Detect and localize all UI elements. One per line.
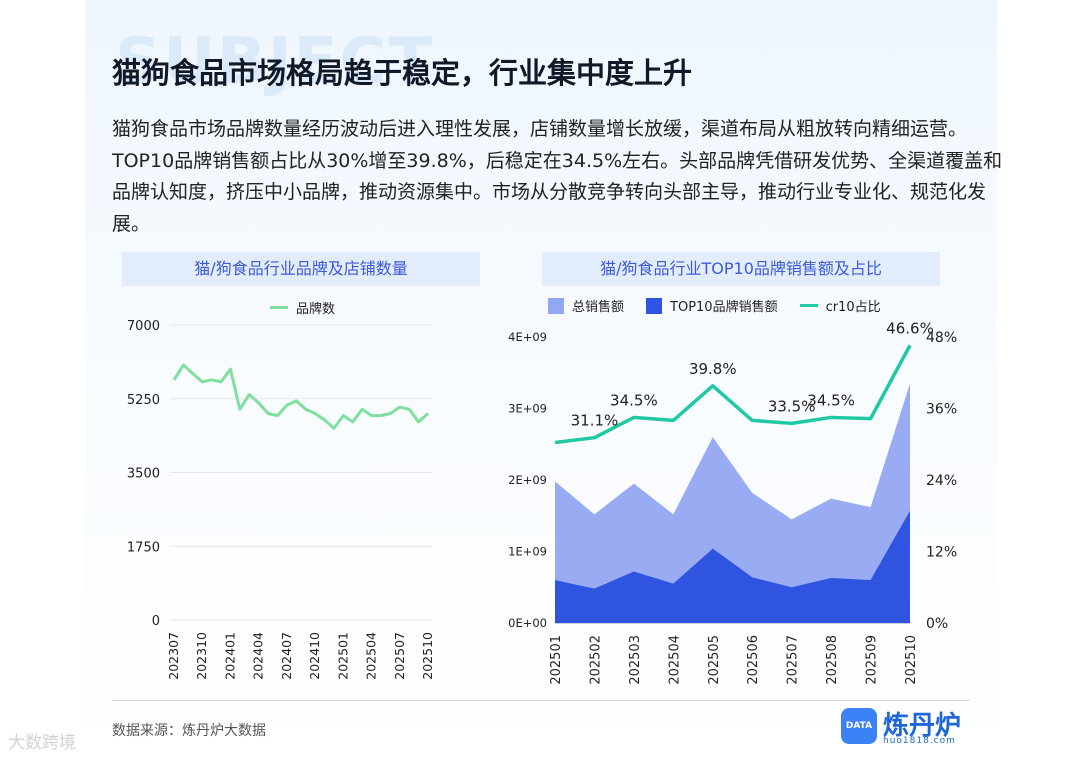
y-tick-label: 1750 — [127, 540, 160, 555]
legend-line-swatch — [270, 306, 288, 309]
y-right-tick-label: 24% — [926, 473, 957, 489]
legend-total-swatch — [548, 297, 564, 314]
logo-url: huo1818.com — [883, 736, 956, 746]
cr10-data-label: 33.5% — [768, 397, 816, 415]
x-tick-label: 202510 — [904, 635, 919, 685]
x-tick-label: 202310 — [194, 632, 209, 680]
x-tick-label: 202510 — [420, 632, 435, 680]
chart1-title: 猫/狗食品行业品牌及店铺数量 — [122, 252, 480, 286]
x-tick-label: 202501 — [549, 635, 564, 685]
legend-label-total: 总销售额 — [572, 300, 625, 315]
legend-label-top10: TOP10品牌销售额 — [670, 300, 778, 315]
legend-label-cr10: cr10占比 — [825, 300, 881, 315]
legend-label: 品牌数 — [296, 302, 336, 317]
chart2-title: 猫/狗食品行业TOP10品牌销售额及占比 — [542, 252, 940, 286]
y-left-tick-label: 0E+00 — [508, 616, 547, 630]
data-source: 数据来源：炼丹炉大数据 — [112, 723, 266, 739]
y-left-tick-label: 4E+09 — [508, 330, 547, 344]
x-tick-label: 202503 — [628, 635, 643, 685]
y-right-tick-label: 12% — [926, 545, 957, 561]
cr10-data-label: 39.8% — [689, 360, 737, 378]
cr10-data-label: 34.5% — [610, 391, 658, 409]
x-tick-label: 202307 — [166, 632, 181, 680]
watermark: 大数跨境 — [8, 733, 76, 753]
top10-sales-area — [555, 510, 910, 623]
x-tick-label: 202501 — [335, 632, 350, 680]
footer-divider — [112, 700, 970, 701]
logo-icon: DATA — [841, 708, 877, 744]
background-word: SUBJECT — [115, 25, 434, 99]
x-tick-label: 202508 — [825, 635, 840, 685]
x-tick-label: 202505 — [707, 635, 722, 685]
page-title: 猫狗食品市场格局趋于稳定，行业集中度上升 — [112, 56, 693, 90]
brand-count-chart: 0 1750 3500 5250 7000 202307 202310 202401 20240… — [127, 319, 435, 680]
report-card — [85, 0, 997, 763]
y-tick-label: 0 — [152, 614, 160, 629]
brand-logo: DATA 炼丹炉 huo1818.com — [841, 708, 962, 746]
x-tick-label: 202509 — [865, 635, 880, 685]
x-tick-label: 202506 — [746, 635, 761, 685]
x-tick-label: 202504 — [364, 632, 379, 680]
y-right-tick-label: 48% — [926, 330, 957, 346]
y-left-tick-label: 2E+09 — [508, 473, 547, 487]
y-right-tick-label: 0% — [926, 616, 948, 632]
x-tick-label: 202504 — [667, 635, 682, 685]
cr10-data-label: 31.1% — [571, 412, 619, 430]
chart2-legend: 总销售额 TOP10品牌销售额 cr10占比 — [548, 296, 881, 315]
y-right-tick-label: 36% — [926, 402, 957, 418]
cr10-data-label: 46.6% — [886, 319, 934, 337]
y-left-tick-label: 3E+09 — [508, 402, 547, 416]
x-tick-label: 202502 — [588, 635, 603, 685]
x-tick-label: 202401 — [222, 632, 237, 680]
x-tick-label: 202507 — [786, 635, 801, 685]
y-tick-label: 5250 — [127, 393, 160, 408]
page-description: 猫狗食品市场品牌数量经历波动后进入理性发展，店铺数量增长放缓，渠道布局从粗放转向… — [112, 118, 1003, 235]
x-tick-label: 202410 — [307, 632, 322, 680]
logo-text: 炼丹炉 — [883, 711, 962, 741]
total-sales-area — [555, 383, 910, 623]
y-left-tick-label: 1E+09 — [508, 545, 547, 559]
x-tick-label: 202507 — [392, 632, 407, 680]
x-tick-label: 202404 — [251, 632, 266, 680]
cr10-line — [554, 344, 912, 445]
top10-sales-chart: 0E+00 1E+09 2E+09 3E+09 4E+09 0% 12% 24% 36% 48% 3… — [508, 319, 957, 685]
brand-count-line — [172, 363, 430, 430]
chart1-legend: 品牌数 — [270, 298, 335, 317]
legend-cr10-swatch — [799, 304, 818, 307]
y-tick-label: 3500 — [127, 467, 160, 482]
x-tick-label: 202407 — [279, 632, 294, 680]
cr10-data-label: 34.5% — [807, 391, 855, 409]
y-tick-label: 7000 — [127, 319, 160, 334]
legend-top10-swatch — [646, 297, 663, 314]
